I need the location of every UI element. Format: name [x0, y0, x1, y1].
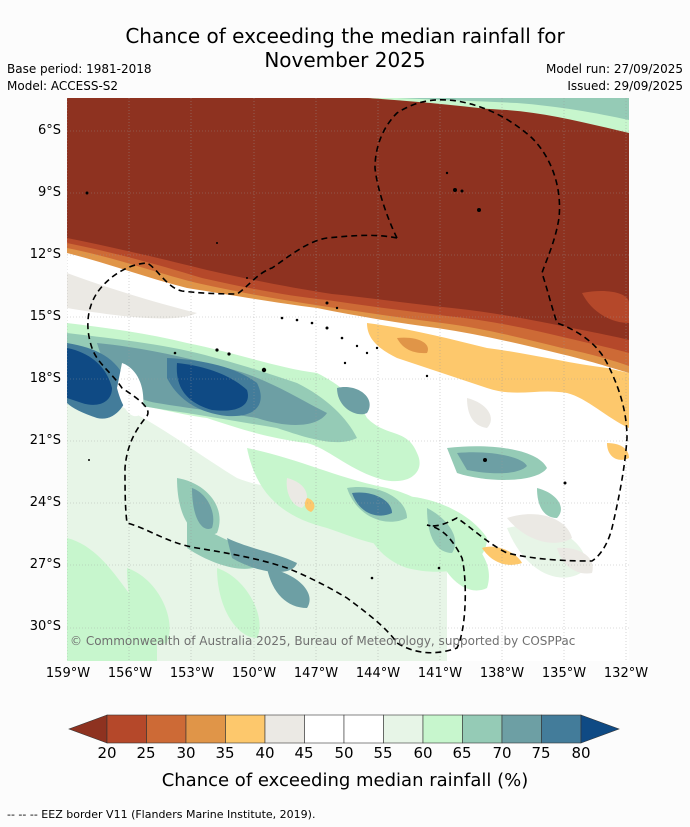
- lat-label: 21°S: [29, 433, 61, 448]
- colorbar-tick: 65: [452, 744, 472, 762]
- lat-label: 18°S: [29, 371, 61, 386]
- colorbar-tick: 20: [97, 744, 117, 762]
- meta-left: Base period: 1981-2018 Model: ACCESS-S2: [7, 61, 152, 95]
- lat-label: 9°S: [37, 185, 61, 200]
- colorbar-segment: [185, 714, 226, 744]
- map-title: Chance of exceeding the median rainfall …: [0, 24, 690, 72]
- model-name: Model: ACCESS-S2: [7, 79, 119, 93]
- lat-label: 27°S: [29, 557, 61, 572]
- colorbar-tick: 60: [413, 744, 433, 762]
- lat-label: 12°S: [29, 247, 61, 262]
- colorbar-tick: 55: [373, 744, 393, 762]
- rainfall-map: [67, 98, 629, 661]
- colorbar-tick: 40: [255, 744, 275, 762]
- lon-label: 156°W: [107, 666, 153, 681]
- colorbar-segment: [343, 714, 384, 744]
- meta-right: Model run: 27/09/2025 Issued: 29/09/2025: [546, 61, 683, 95]
- colorbar-segment: [225, 714, 266, 744]
- colorbar-under-triangle: [68, 714, 108, 744]
- colorbar-segment: [304, 714, 345, 744]
- colorbar-tick: 30: [176, 744, 196, 762]
- colorbar-over-triangle: [580, 714, 620, 744]
- colorbar-segment: [541, 714, 582, 744]
- colorbar-tick: 35: [215, 744, 235, 762]
- colorbar-segment: [383, 714, 424, 744]
- islands: [85, 171, 567, 580]
- copyright-notice: © Commonwealth of Australia 2025, Bureau…: [70, 634, 576, 648]
- colorbar-segment: [501, 714, 542, 744]
- colorbar-tick: 75: [531, 744, 551, 762]
- lon-label: 150°W: [231, 666, 277, 681]
- colorbar-segment: [422, 714, 463, 744]
- lon-label: 153°W: [169, 666, 215, 681]
- lon-label: 138°W: [479, 666, 525, 681]
- lon-label: 159°W: [45, 666, 91, 681]
- colorbar-segment: [462, 714, 503, 744]
- title-line-1: Chance of exceeding the median rainfall …: [125, 24, 565, 48]
- issued-date: Issued: 29/09/2025: [567, 79, 683, 93]
- colorbar: [68, 714, 620, 744]
- lon-label: 141°W: [417, 666, 463, 681]
- colorbar-tick: 70: [492, 744, 512, 762]
- colorbar-label: Chance of exceeding median rainfall (%): [161, 770, 529, 791]
- lat-label: 15°S: [29, 309, 61, 324]
- colorbar-tick: 50: [334, 744, 354, 762]
- colorbar-tick: 80: [571, 744, 591, 762]
- title-line-2: November 2025: [264, 48, 426, 72]
- lat-label: 6°S: [37, 123, 61, 138]
- eez-border: [87, 99, 628, 654]
- colorbar-segment: [146, 714, 187, 744]
- lon-label: 132°W: [603, 666, 649, 681]
- colorbar-tick: 25: [136, 744, 156, 762]
- lat-label: 30°S: [29, 619, 61, 634]
- colorbar-segment: [264, 714, 305, 744]
- lon-label: 135°W: [541, 666, 587, 681]
- base-period: Base period: 1981-2018: [7, 62, 152, 76]
- lon-label: 147°W: [293, 666, 339, 681]
- eez-footnote: -- -- -- EEZ border V11 (Flanders Marine…: [7, 808, 316, 821]
- model-run: Model run: 27/09/2025: [545, 62, 683, 76]
- colorbar-segment: [106, 714, 147, 744]
- colorbar-tick: 45: [294, 744, 314, 762]
- lat-label: 24°S: [29, 495, 61, 510]
- lon-label: 144°W: [355, 666, 401, 681]
